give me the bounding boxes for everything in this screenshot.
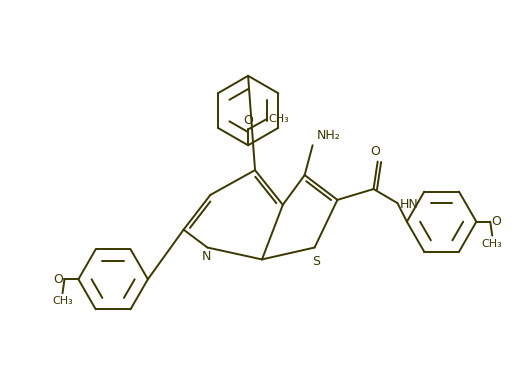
Text: O: O <box>54 273 64 286</box>
Text: O: O <box>371 145 381 158</box>
Text: CH₃: CH₃ <box>482 238 503 249</box>
Text: CH₃: CH₃ <box>268 114 289 124</box>
Text: O: O <box>491 215 501 228</box>
Text: CH₃: CH₃ <box>52 296 73 306</box>
Text: S: S <box>313 255 321 269</box>
Text: HN: HN <box>399 198 418 210</box>
Text: NH₂: NH₂ <box>316 129 340 142</box>
Text: O: O <box>243 114 253 127</box>
Text: N: N <box>201 250 211 262</box>
